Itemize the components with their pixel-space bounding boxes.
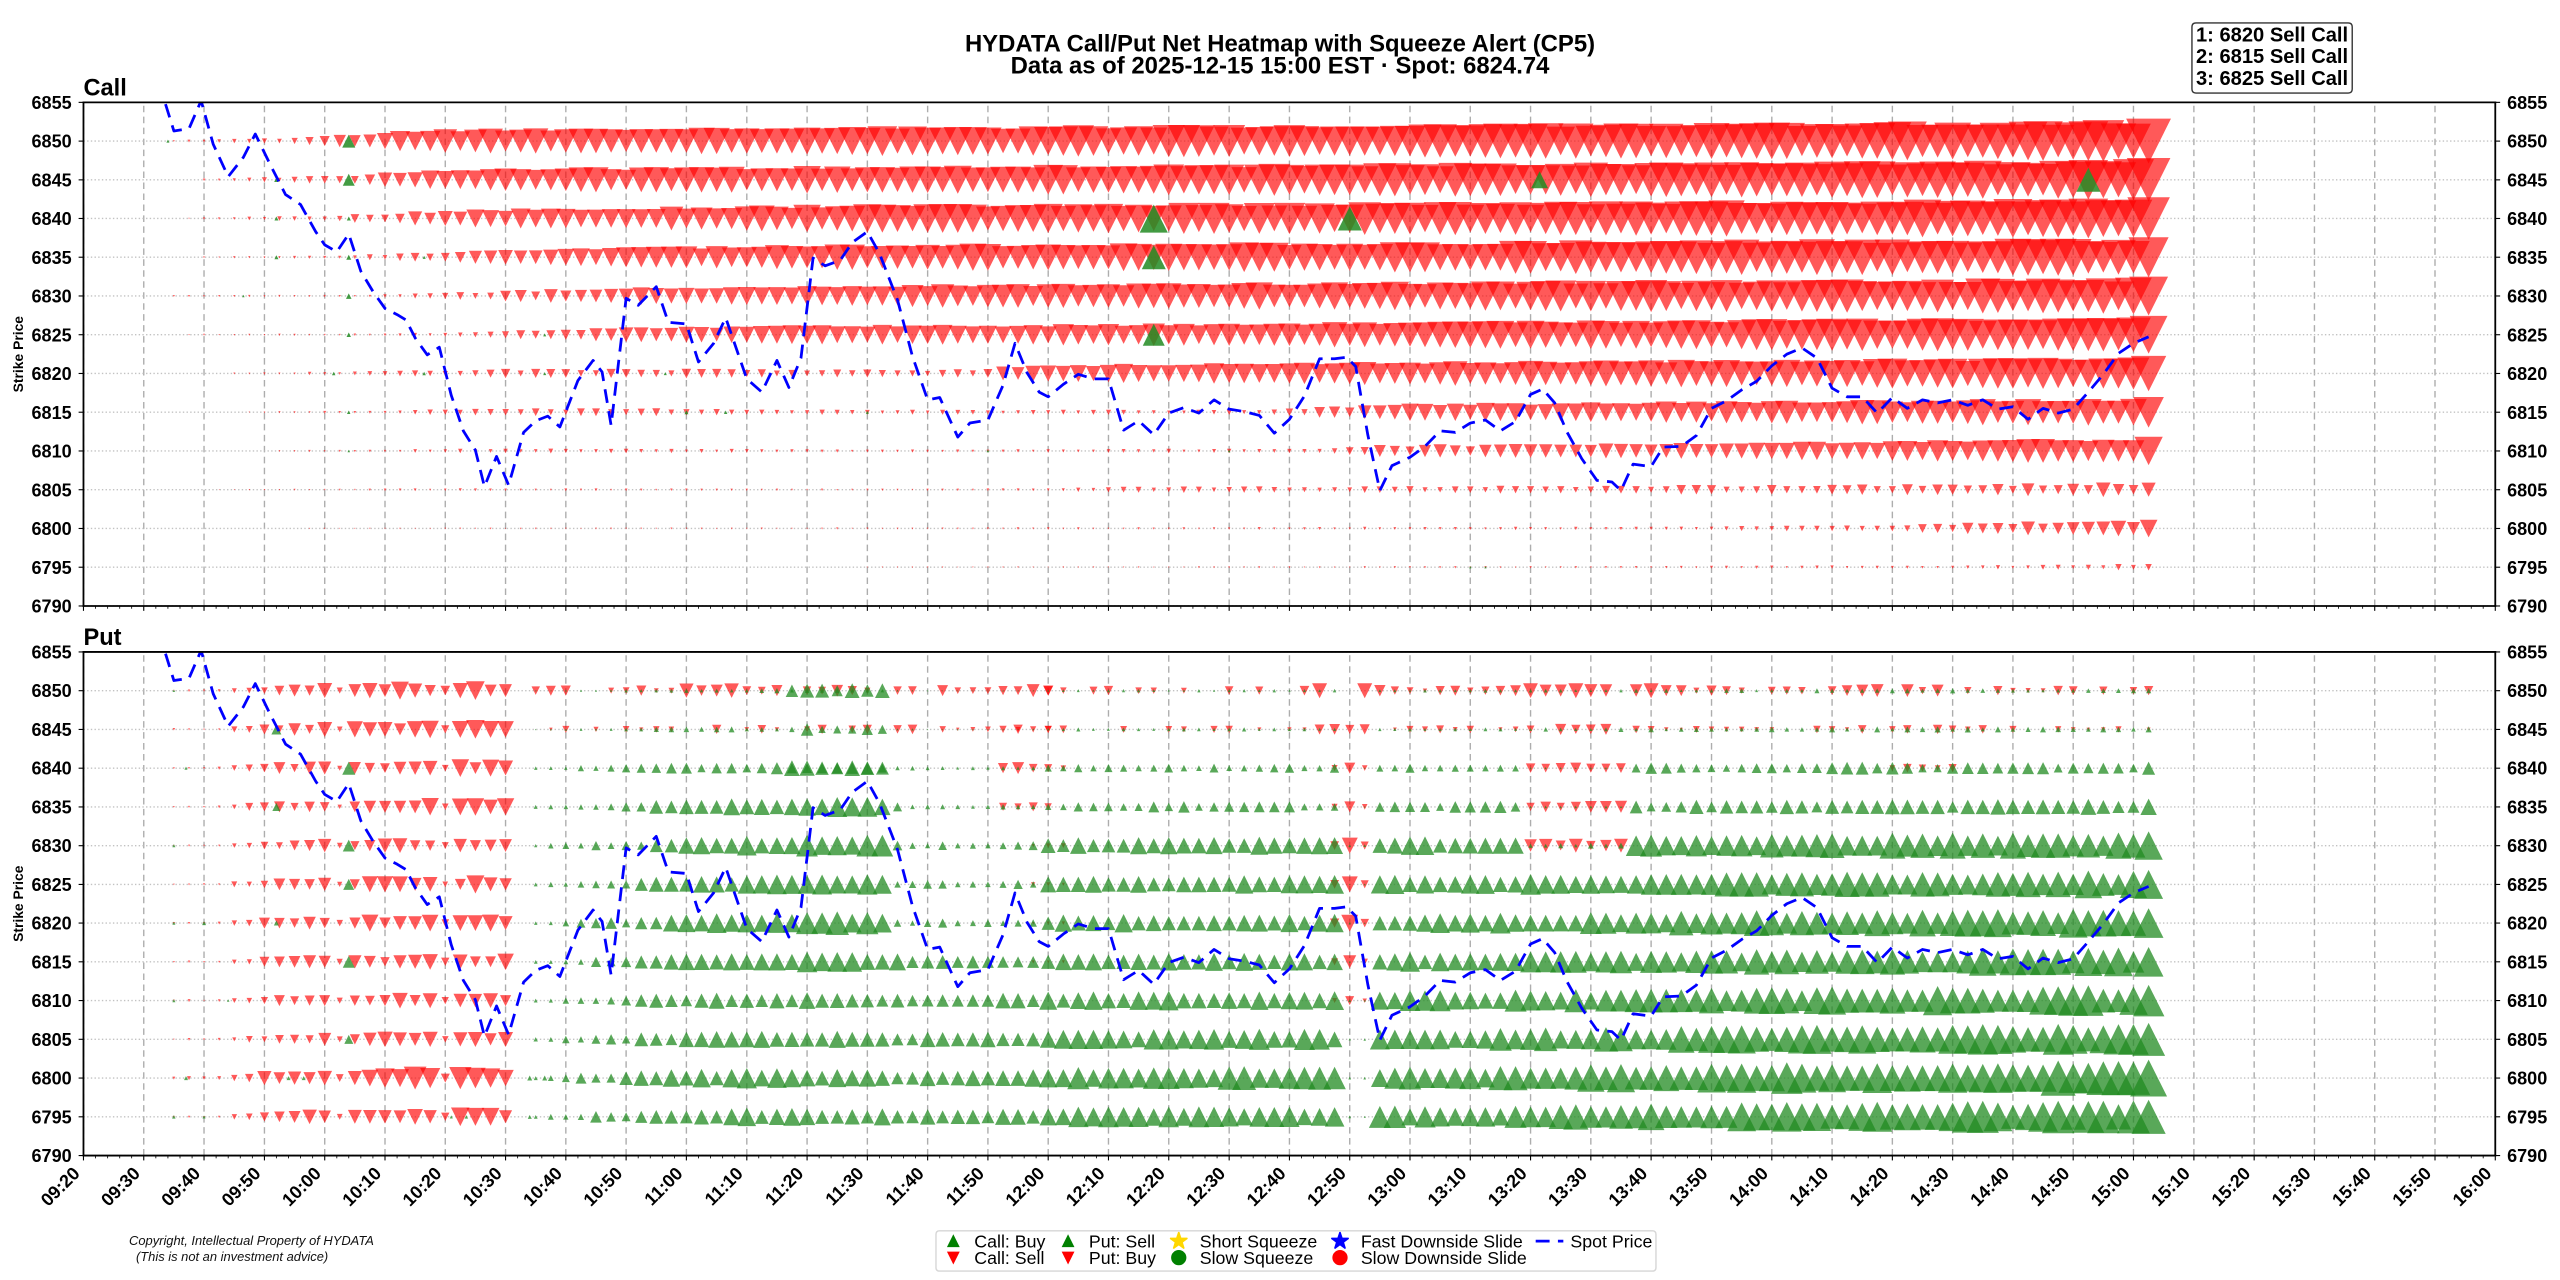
svg-text:6855: 6855 — [32, 93, 72, 113]
svg-text:6825: 6825 — [2507, 875, 2547, 895]
svg-text:Put: Put — [83, 625, 121, 651]
svg-text:6855: 6855 — [2507, 642, 2547, 662]
svg-text:6795: 6795 — [32, 1107, 72, 1127]
svg-text:Short Squeeze: Short Squeeze — [1200, 1231, 1318, 1251]
svg-text:6840: 6840 — [2507, 209, 2547, 229]
svg-text:6825: 6825 — [32, 875, 72, 895]
svg-text:6850: 6850 — [32, 681, 72, 701]
svg-text:6800: 6800 — [32, 1069, 72, 1089]
svg-text:6845: 6845 — [32, 720, 72, 740]
svg-text:Put: Buy: Put: Buy — [1089, 1248, 1156, 1268]
svg-text:HYDATA Call/Put Net Heatmap wi: HYDATA Call/Put Net Heatmap with Squeeze… — [965, 31, 1595, 58]
svg-text:Slow Downside Slide: Slow Downside Slide — [1361, 1248, 1527, 1268]
svg-text:Spot Price: Spot Price — [1570, 1231, 1652, 1251]
svg-text:2: 6815 Sell Call: 2: 6815 Sell Call — [2196, 46, 2348, 68]
svg-text:6835: 6835 — [32, 248, 72, 268]
svg-text:6840: 6840 — [2507, 759, 2547, 779]
svg-text:6835: 6835 — [2507, 248, 2547, 268]
svg-text:Copyright, Intellectual Proper: Copyright, Intellectual Property of HYDA… — [129, 1233, 374, 1248]
svg-text:(This is not an investment adv: (This is not an investment advice) — [136, 1249, 328, 1264]
svg-text:6795: 6795 — [2507, 1107, 2547, 1127]
svg-text:Call: Sell: Call: Sell — [974, 1248, 1044, 1268]
svg-text:6795: 6795 — [2507, 558, 2547, 578]
svg-text:6805: 6805 — [2507, 480, 2547, 500]
svg-text:6840: 6840 — [32, 759, 72, 779]
svg-text:6790: 6790 — [2507, 1146, 2547, 1166]
svg-text:6830: 6830 — [32, 287, 72, 307]
svg-text:Put: Sell: Put: Sell — [1089, 1231, 1155, 1251]
svg-text:6850: 6850 — [2507, 681, 2547, 701]
svg-text:6820: 6820 — [2507, 364, 2547, 384]
svg-text:6800: 6800 — [2507, 1069, 2547, 1089]
svg-text:6820: 6820 — [32, 364, 72, 384]
svg-text:Data as of 2025-12-15 15:00 ES: Data as of 2025-12-15 15:00 EST · Spot: … — [1011, 53, 1550, 80]
svg-text:6790: 6790 — [32, 597, 72, 617]
svg-text:3: 6825 Sell Call: 3: 6825 Sell Call — [2196, 68, 2348, 90]
svg-text:6795: 6795 — [32, 558, 72, 578]
svg-text:6820: 6820 — [32, 914, 72, 934]
svg-text:6800: 6800 — [32, 519, 72, 539]
svg-text:6790: 6790 — [2507, 597, 2547, 617]
svg-text:6790: 6790 — [32, 1146, 72, 1166]
svg-text:Slow Squeeze: Slow Squeeze — [1200, 1248, 1314, 1268]
svg-text:6810: 6810 — [32, 991, 72, 1011]
svg-text:6825: 6825 — [32, 325, 72, 345]
svg-text:6845: 6845 — [2507, 720, 2547, 740]
svg-text:6845: 6845 — [2507, 170, 2547, 190]
svg-text:6845: 6845 — [32, 170, 72, 190]
svg-text:6805: 6805 — [32, 480, 72, 500]
svg-text:6830: 6830 — [2507, 287, 2547, 307]
svg-text:6830: 6830 — [32, 836, 72, 856]
svg-text:6850: 6850 — [32, 132, 72, 152]
svg-text:Strike Price: Strike Price — [10, 316, 26, 393]
svg-text:Strike Price: Strike Price — [10, 865, 26, 942]
svg-text:Fast Downside Slide: Fast Downside Slide — [1361, 1231, 1523, 1251]
svg-text:6830: 6830 — [2507, 836, 2547, 856]
svg-text:6855: 6855 — [2507, 93, 2547, 113]
svg-text:Call: Buy: Call: Buy — [974, 1231, 1045, 1251]
svg-text:6850: 6850 — [2507, 132, 2547, 152]
svg-text:1: 6820 Sell Call: 1: 6820 Sell Call — [2196, 25, 2348, 47]
svg-text:6840: 6840 — [32, 209, 72, 229]
svg-text:6810: 6810 — [2507, 441, 2547, 461]
svg-text:6805: 6805 — [2507, 1030, 2547, 1050]
svg-text:Call: Call — [83, 75, 126, 101]
svg-text:6810: 6810 — [2507, 991, 2547, 1011]
svg-text:6835: 6835 — [32, 797, 72, 817]
svg-text:6815: 6815 — [2507, 952, 2547, 972]
svg-text:6815: 6815 — [32, 952, 72, 972]
svg-text:6820: 6820 — [2507, 914, 2547, 934]
svg-text:6815: 6815 — [32, 403, 72, 423]
svg-text:6825: 6825 — [2507, 325, 2547, 345]
svg-text:6810: 6810 — [32, 441, 72, 461]
svg-text:6855: 6855 — [32, 642, 72, 662]
svg-text:6800: 6800 — [2507, 519, 2547, 539]
svg-text:6835: 6835 — [2507, 797, 2547, 817]
svg-text:6815: 6815 — [2507, 403, 2547, 423]
svg-text:6805: 6805 — [32, 1030, 72, 1050]
